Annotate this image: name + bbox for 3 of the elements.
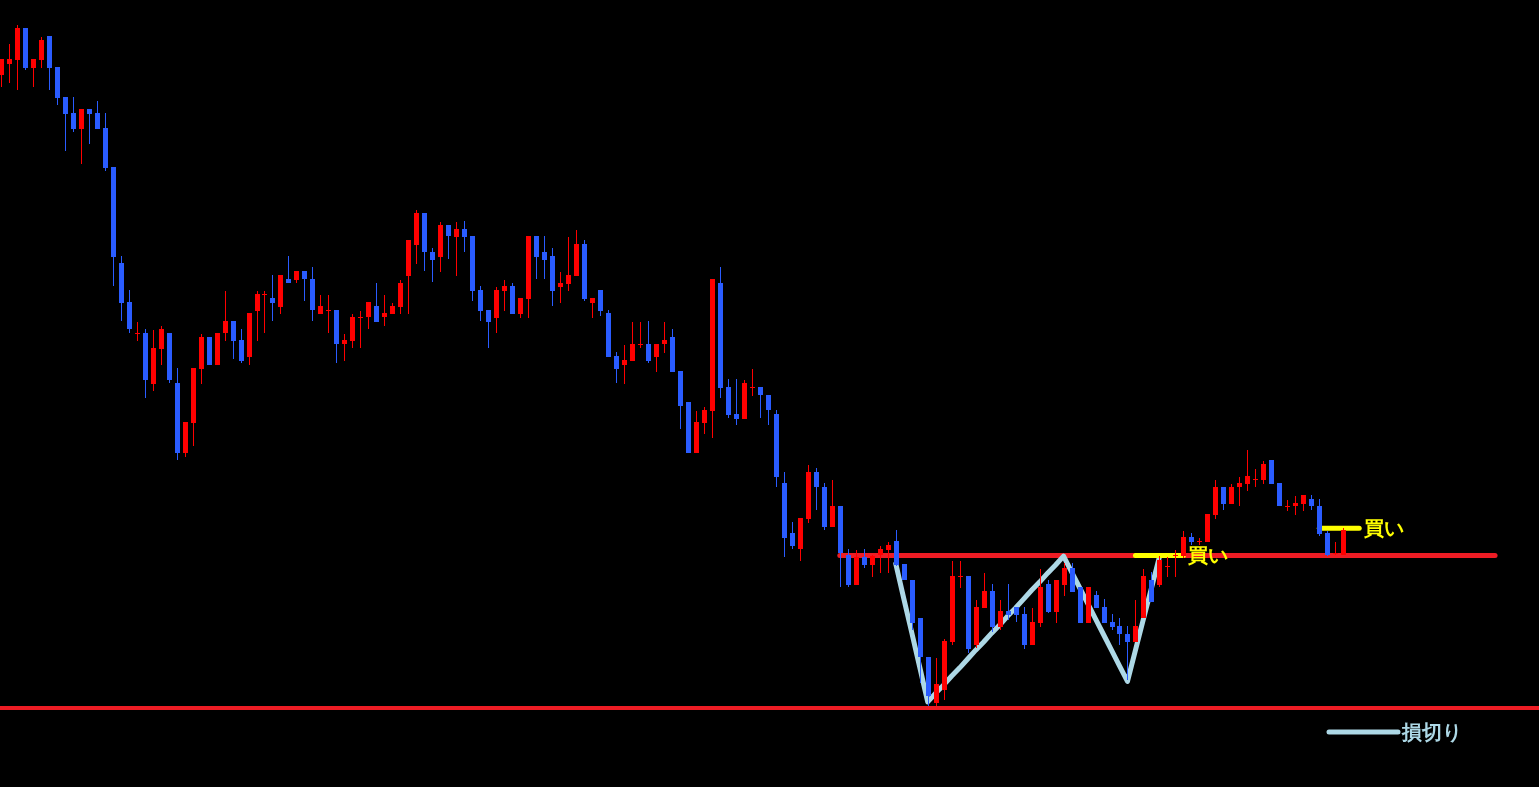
annotation: 損切り: [1402, 720, 1462, 744]
series-label: 買い: [1364, 516, 1405, 541]
series-label: 買い: [1188, 543, 1229, 568]
